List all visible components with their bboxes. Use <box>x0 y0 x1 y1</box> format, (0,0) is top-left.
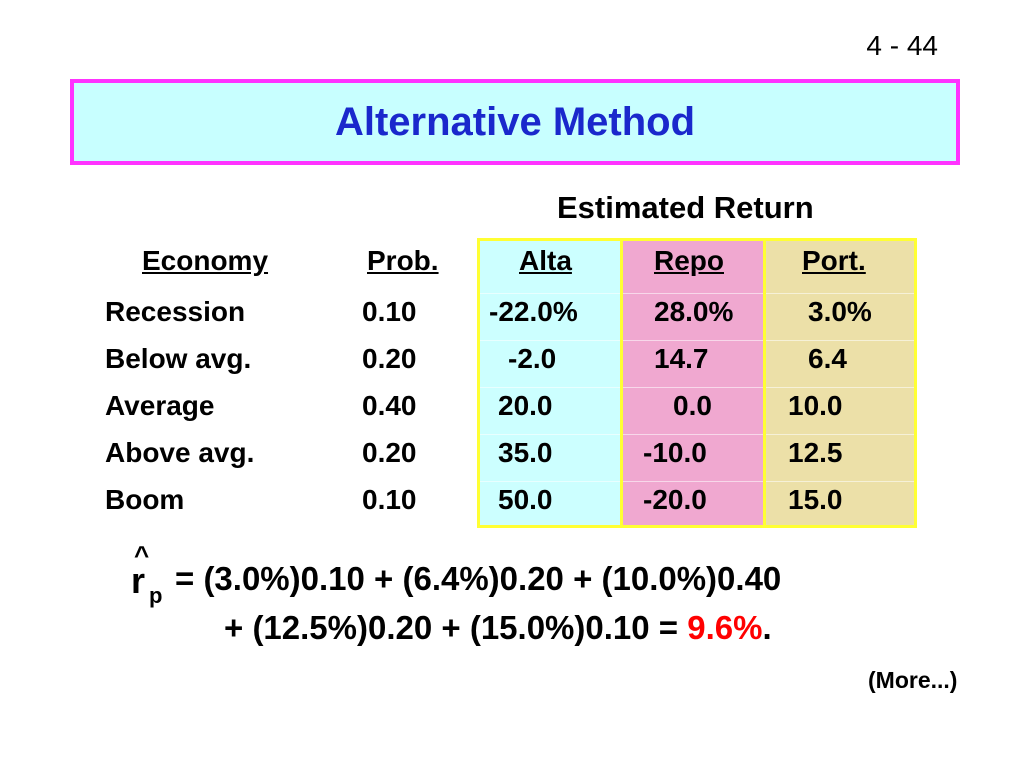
row-separator <box>623 387 766 388</box>
cell-alta: -22.0% <box>489 296 578 327</box>
row-separator <box>623 293 766 294</box>
formula-line-2-text: + (12.5%)0.20 + (15.0%)0.10 = <box>224 609 688 646</box>
port-column-bg <box>763 238 917 528</box>
row-separator <box>766 293 914 294</box>
header-economy: Economy <box>142 245 269 276</box>
page-title: Alternative Method <box>334 99 696 144</box>
cell-repo: 14.7 <box>654 343 709 374</box>
cell-repo: 28.0% <box>654 296 734 327</box>
cell-port: 6.4 <box>808 343 847 374</box>
formula-r: r <box>131 560 146 601</box>
repo-column-bg <box>620 238 769 528</box>
formula-line-1: = (3.0%)0.10 + (6.4%)0.20 + (10.0%)0.40 <box>175 560 782 597</box>
row-separator <box>480 434 623 435</box>
cell-prob: 0.20 <box>362 437 417 468</box>
cell-port: 3.0% <box>808 296 872 327</box>
row-separator <box>766 434 914 435</box>
cell-economy: Boom <box>105 484 185 515</box>
cell-alta: -2.0 <box>508 343 557 374</box>
cell-repo: 0.0 <box>673 390 712 421</box>
cell-economy: Above avg. <box>105 437 255 468</box>
cell-repo: -10.0 <box>643 437 707 468</box>
slide-number: 4 - 44 <box>866 30 938 61</box>
cell-prob: 0.10 <box>362 296 417 327</box>
cell-port: 10.0 <box>788 390 843 421</box>
row-separator <box>766 387 914 388</box>
formula-subscript: p <box>149 583 163 608</box>
row-separator <box>480 387 623 388</box>
formula-period: . <box>762 609 772 646</box>
more-link[interactable]: (More...) <box>868 667 958 693</box>
header-prob: Prob. <box>367 245 439 276</box>
row-separator <box>623 481 766 482</box>
row-separator <box>623 340 766 341</box>
formula-result: 9.6% <box>687 609 763 646</box>
row-separator <box>766 340 914 341</box>
row-separator <box>766 481 914 482</box>
alta-column-bg <box>477 238 626 528</box>
cell-prob: 0.20 <box>362 343 417 374</box>
cell-economy: Recession <box>105 296 246 327</box>
cell-prob: 0.10 <box>362 484 417 515</box>
estimated-return-label: Estimated Return <box>557 190 814 225</box>
formula-line-2: + (12.5%)0.20 + (15.0%)0.10 = 9.6%. <box>224 609 772 647</box>
row-separator <box>480 340 623 341</box>
cell-alta: 20.0 <box>498 390 553 421</box>
cell-repo: -20.0 <box>643 484 707 515</box>
row-separator <box>480 481 623 482</box>
header-port: Port. <box>802 245 866 276</box>
cell-port: 12.5 <box>788 437 843 468</box>
cell-economy: Average <box>105 390 215 421</box>
cell-prob: 0.40 <box>362 390 417 421</box>
cell-port: 15.0 <box>788 484 843 515</box>
header-repo: Repo <box>654 245 724 276</box>
row-separator <box>623 434 766 435</box>
formula-hat: ^ <box>134 540 150 570</box>
header-alta: Alta <box>519 245 572 276</box>
title-box: Alternative Method <box>70 79 960 165</box>
cell-alta: 35.0 <box>498 437 553 468</box>
cell-alta: 50.0 <box>498 484 553 515</box>
cell-economy: Below avg. <box>105 343 252 374</box>
row-separator <box>480 293 623 294</box>
